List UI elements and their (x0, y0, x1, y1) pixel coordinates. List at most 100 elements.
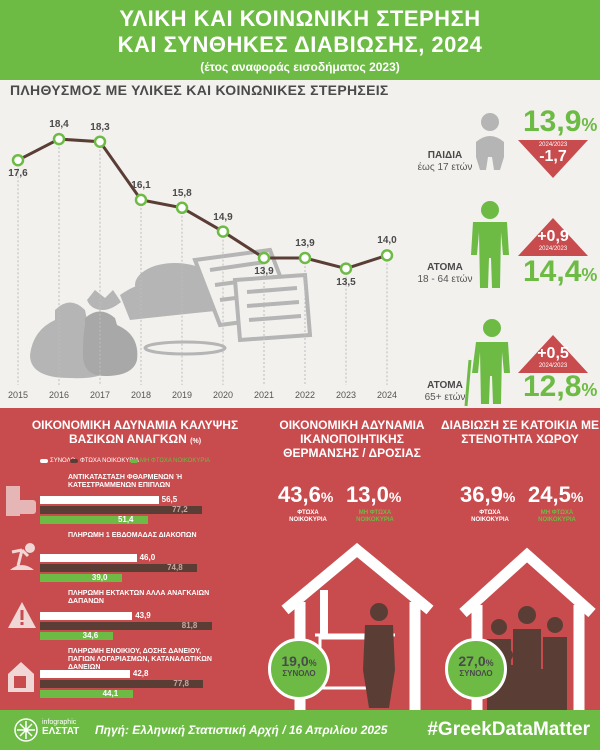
group-children-unit: % (581, 115, 598, 135)
overcrowding-poor-value: 36,9% (460, 482, 515, 508)
header-banner: ΥΛΙΚΗ ΚΑΙ ΚΟΙΝΩΝΙΚΗ ΣΤΕΡΗΣΗ ΚΑΙ ΣΥΝΘΗΚΕΣ… (0, 0, 600, 80)
group-adults-value: 14,4% (523, 255, 597, 289)
basic-needs-title: ΟΙΚΟΝΟΜΙΚΗ ΑΔΥΝΑΜΙΑ ΚΑΛΥΨΗΣ ΒΑΣΙΚΩΝ ΑΝΑΓ… (10, 418, 260, 449)
data-point (339, 262, 353, 275)
palm-tree-icon (10, 543, 35, 570)
bar-value-label: 44,1 (102, 689, 119, 698)
money-bags-icon (30, 290, 138, 379)
bar (40, 574, 122, 582)
bar-value-label: 74,8 (167, 563, 183, 572)
overcrowding-total-value: 27,0% (448, 653, 504, 669)
footer: infographic ΕΛΣΤΑΤ Πηγή: Ελληνική Στατισ… (0, 710, 600, 750)
category-label: ΑΝΤΙΚΑΤΑΣΤΑΣΗ ΦΘΑΡΜΕΝΩΝ Ή ΚΑΤΕΣΤΡΑΜΜΕΝΩΝ… (68, 474, 183, 489)
group-children-age: έως 17 ετών (417, 162, 473, 173)
heating-nonpoor-number: 13,0 (346, 482, 389, 507)
elstat-logo-text: infographic ΕΛΣΤΑΤ (42, 718, 80, 737)
bar-value-label: 51,4 (117, 515, 134, 524)
source-text: Πηγή: Ελληνική Στατιστική Αρχή / 16 Απρι… (95, 723, 388, 737)
group-children-name: ΠΑΙΔΙΑ (427, 150, 463, 161)
data-label: 18,3 (90, 121, 110, 133)
legend-item: ΣΥΝΟΛΟ (40, 458, 75, 464)
data-label: 13,9 (295, 238, 315, 249)
group-adults-period: 2024/2023 (538, 246, 568, 252)
group-adults-change-value: +0,9 (537, 228, 569, 245)
heating-total-value: 19,0% (271, 653, 327, 669)
overcrowding-total-unit: % (485, 658, 494, 668)
bar-value-label: 39,0 (91, 573, 108, 582)
data-point (257, 251, 271, 265)
group-elderly-value-text: 12,8 (523, 370, 582, 403)
bar (40, 564, 198, 572)
group-adults-change: +0,9 2024/2023 (518, 228, 588, 252)
bar-value-label: 81,8 (181, 621, 198, 630)
data-point (380, 249, 394, 262)
data-label: 17,6 (8, 168, 28, 180)
data-label: 14,0 (377, 235, 397, 247)
line-chart-title: ΠΛΗΘΥΣΜΟΣ ΜΕ ΥΛΙΚΕΣ ΚΑΙ ΚΟΙΝΩΝΙΚΕΣ ΣΤΕΡΗ… (10, 82, 389, 98)
legend-item: ΜΗ ΦΤΩΧΑ ΝΟΙΚΟΚΥΡΙΑ (130, 458, 210, 464)
overcrowding-poor-number: 36,9 (460, 482, 503, 507)
money-bags-bills-illustration (30, 247, 313, 379)
x-tick-label: 2022 (294, 390, 316, 400)
data-point (216, 225, 230, 238)
warning-icon (8, 602, 36, 628)
heating-poor-value: 43,6% (278, 482, 333, 508)
line-chart-labels: 17,6 2015 18,4 2016 18,3 2017 16,1 2018 15,8 2019… (0, 100, 420, 405)
bar-value-label: 34,6 (82, 631, 99, 640)
data-label: 13,5 (336, 276, 356, 288)
page-title-line2: ΚΑΙ ΣΥΝΘΗΚΕΣ ΔΙΑΒΙΩΣΗΣ, 2024 (117, 32, 483, 57)
heating-poor-number: 43,6 (278, 482, 321, 507)
legend-swatch (70, 459, 78, 463)
x-tick-label: 2019 (171, 390, 193, 400)
x-tick-label: 2018 (130, 390, 152, 400)
overcrowding-nonpoor-label: ΜΗ ΦΤΩΧΑ ΝΟΙΚΟΚΥΡΙΑ (538, 510, 576, 523)
heating-poor-unit: % (320, 489, 334, 505)
data-point (175, 201, 189, 215)
sofa-icon (6, 486, 36, 516)
logo-line2: ΕΛΣΤΑΤ (42, 726, 80, 737)
data-label: 16,1 (131, 179, 151, 191)
group-adults-name: ΑΤΟΜΑ (427, 262, 463, 273)
child-icon (476, 113, 504, 170)
heating-nonpoor-label: ΜΗ ΦΤΩΧΑ ΝΟΙΚΟΚΥΡΙΑ (356, 510, 394, 523)
overcrowding-nonpoor-value: 24,5% (528, 482, 583, 508)
data-point (52, 132, 66, 146)
group-adults-age: 18 - 64 ετών (417, 274, 473, 285)
bar-chart-legend: ΣΥΝΟΛΟ ΦΤΩΧΑ ΝΟΙΚΟΚΥΡΙΑ ΜΗ ΦΤΩΧΑ ΝΟΙΚΟΚΥΡΙ… (40, 458, 260, 468)
heating-title: ΟΙΚΟΝΟΜΙΚΗ ΑΔΥΝΑΜΙΑ ΙΚΑΝΟΠΟΙΗΤΙΚΗΣ ΘΕΡΜΑ… (279, 418, 425, 460)
group-elderly-period: 2024/2023 (538, 363, 568, 369)
heating-poor-label: ΦΤΩΧΑ ΝΟΙΚΟΚΥΡΙΑ (289, 510, 327, 523)
group-children-label: ΠΑΙΔΙΑ έως 17 ετών (410, 150, 480, 174)
change-down-triangle (518, 140, 588, 178)
overcrowding-poor-label: ΦΤΩΧΑ ΝΟΙΚΟΚΥΡΙΑ (471, 510, 509, 523)
house-bill-icon (8, 662, 34, 692)
group-children-period: 2024/2023 (538, 142, 568, 148)
bills-icon (120, 247, 313, 356)
heating-total-number: 19,0 (281, 653, 309, 669)
group-children-value: 13,9% (523, 105, 597, 139)
logo-line1: infographic (42, 719, 77, 726)
bar (40, 612, 133, 620)
bar (40, 516, 148, 524)
page-title-line1: ΥΛΙΚΗ ΚΑΙ ΚΟΙΝΩΝΙΚΗ ΣΤΕΡΗΣΗ (119, 6, 481, 31)
legend-label: ΜΗ ΦΤΩΧΑ ΝΟΙΚΟΚΥΡΙΑ (140, 458, 210, 464)
x-tick-label: 2024 (376, 390, 398, 400)
category-label: ΠΛΗΡΩΜΗ ΕΝΟΙΚΙΟΥ, ΔΟΣΗΣ ΔΑΝΕΙΟΥ, ΠΑΓΙΩΝ … (68, 648, 212, 671)
heating-total-label: ΣΥΝΟΛΟ (282, 669, 316, 678)
group-elderly-age: 65+ ετών (424, 392, 466, 403)
bar-value-label: 56,5 (161, 495, 178, 504)
heating-nonpoor-value: 13,0% (346, 482, 401, 508)
basic-needs-title-text: ΟΙΚΟΝΟΜΙΚΗ ΑΔΥΝΑΜΙΑ ΚΑΛΥΨΗΣ ΒΑΣΙΚΩΝ ΑΝΑΓ… (31, 418, 239, 446)
bar (40, 622, 212, 630)
group-children-value-text: 13,9 (523, 105, 582, 138)
basic-needs-bar-chart: ΑΝΤΙΚΑΤΑΣΤΑΣΗ ΦΘΑΡΜΕΝΩΝ Ή ΚΑΤΕΣΤΡΑΜΜΕΝΩΝ… (0, 470, 270, 700)
group-elderly-unit: % (581, 380, 598, 400)
overcrowding-total-number: 27,0 (458, 653, 486, 669)
bar (40, 554, 137, 562)
data-label: 15,8 (172, 187, 192, 199)
bar (40, 690, 133, 698)
adult-icon (471, 201, 509, 288)
data-label: 13,9 (254, 266, 274, 277)
basic-needs-unit: (%) (190, 438, 202, 445)
overcrowding-title: ΔΙΑΒΙΩΣΗ ΣΕ ΚΑΤΟΙΚΙΑ ΜΕ ΣΤΕΝΟΤΗΤΑ ΧΩΡΟΥ (440, 418, 600, 446)
